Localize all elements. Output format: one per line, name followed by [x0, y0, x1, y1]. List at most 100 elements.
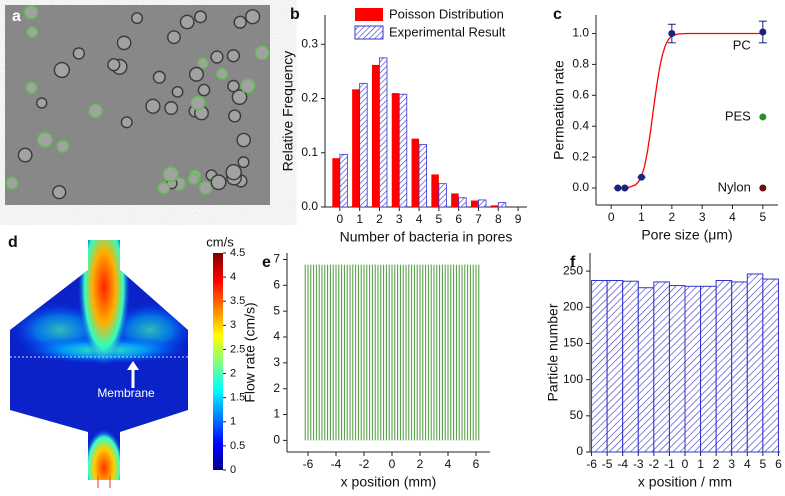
cell — [116, 35, 132, 51]
cell — [237, 156, 250, 169]
x-tick-label: 5 — [436, 212, 443, 226]
cell — [157, 181, 171, 195]
x-tick-label: -3 — [633, 457, 644, 471]
bar — [470, 200, 479, 207]
point — [638, 173, 645, 181]
legend-label: Poisson Distribution — [389, 6, 504, 21]
colorbar — [213, 253, 223, 470]
cell — [254, 45, 270, 61]
bar — [391, 93, 400, 207]
bar — [451, 193, 459, 207]
cell — [107, 58, 121, 72]
panel-label: a — [12, 8, 21, 25]
cell — [145, 98, 161, 114]
y-tick-label: 0 — [576, 444, 583, 458]
annotation: Membrane — [97, 386, 155, 400]
point — [614, 184, 622, 192]
colorbar-tick-label: 3.5 — [230, 295, 245, 307]
x-tick-label: -2 — [649, 457, 660, 471]
x-axis-label: Number of bacteria in pores — [340, 229, 513, 245]
bar — [438, 183, 447, 208]
x-tick-label: -1 — [664, 457, 675, 471]
cell — [36, 97, 48, 109]
bar — [458, 197, 467, 208]
cell — [236, 132, 252, 148]
x-tick-label: 0 — [389, 457, 396, 471]
x-tick-label: -6 — [586, 457, 597, 471]
bar — [379, 57, 388, 208]
x-tick-label: 3 — [396, 212, 403, 226]
x-tick-label: -6 — [303, 457, 314, 471]
y-axis-label: Flow rate (cm/s) — [242, 302, 258, 402]
bar — [332, 158, 340, 207]
point — [621, 184, 629, 192]
colorbar-tick-label: 0 — [230, 464, 236, 476]
bar — [762, 278, 779, 453]
fit-curve — [617, 32, 763, 189]
cell — [167, 30, 181, 45]
cell — [231, 89, 248, 106]
bar — [637, 287, 655, 453]
y-axis-label: Permeation rate — [551, 60, 567, 160]
y-tick-label: 100 — [563, 372, 583, 386]
point — [759, 184, 767, 192]
point — [759, 113, 767, 121]
cell — [52, 185, 67, 200]
y-tick-label: 5 — [273, 303, 280, 317]
x-tick-label: 4 — [744, 457, 751, 471]
cell — [197, 57, 209, 69]
point-label: Nylon — [718, 179, 751, 194]
cell — [152, 70, 166, 84]
point-label: PC — [733, 37, 751, 52]
x-tick-label: 2 — [417, 457, 424, 471]
x-tick-label: 5 — [759, 210, 766, 224]
colorbar-tick-label: 4 — [230, 271, 236, 283]
point-label: PES — [725, 108, 751, 123]
x-tick-label: -2 — [359, 457, 370, 471]
x-tick-label: 2 — [668, 210, 675, 224]
bar — [622, 280, 639, 453]
bar — [653, 281, 670, 453]
cell — [17, 147, 33, 163]
x-tick-label: 2 — [376, 212, 383, 226]
y-tick-label: 0 — [273, 433, 280, 447]
flow-field: Membrane cm/s — [10, 234, 234, 488]
bar — [746, 273, 764, 453]
colorbar-unit: cm/s — [206, 234, 234, 249]
x-tick-label: 3 — [728, 457, 735, 471]
x-tick-label: 3 — [699, 210, 706, 224]
cell — [164, 101, 179, 115]
point — [759, 28, 767, 36]
y-axis-label: Particle number — [545, 303, 561, 401]
colorbar-tick-label: 0.5 — [230, 440, 245, 452]
panel-label: c — [553, 6, 562, 23]
y-tick-label: 0.3 — [301, 36, 318, 50]
x-tick-label: 1 — [638, 210, 645, 224]
cell — [53, 61, 71, 79]
bar — [606, 279, 624, 453]
point — [668, 30, 676, 38]
arrow-head — [127, 361, 139, 370]
y-tick-label: 1.0 — [572, 26, 589, 40]
bar — [700, 285, 717, 453]
cell — [56, 140, 70, 153]
x-tick-label: -4 — [617, 457, 628, 471]
cell — [210, 174, 227, 191]
legend-swatch — [354, 25, 384, 40]
jet — [78, 240, 130, 375]
cell — [72, 47, 86, 60]
cell — [233, 15, 247, 29]
colorbar-tick-label: 1.5 — [230, 392, 245, 404]
y-tick-label: 0.0 — [301, 199, 318, 213]
cell — [88, 103, 103, 119]
y-tick-label: 7 — [273, 252, 280, 266]
bar — [411, 138, 420, 207]
colorbar-tick-label: 3 — [230, 319, 236, 331]
bar — [431, 174, 439, 207]
y-tick-label: 6 — [273, 277, 280, 291]
cell — [5, 176, 19, 190]
x-tick-label: 7 — [475, 212, 482, 226]
x-tick-label: 4 — [445, 457, 452, 471]
cell — [190, 95, 206, 111]
